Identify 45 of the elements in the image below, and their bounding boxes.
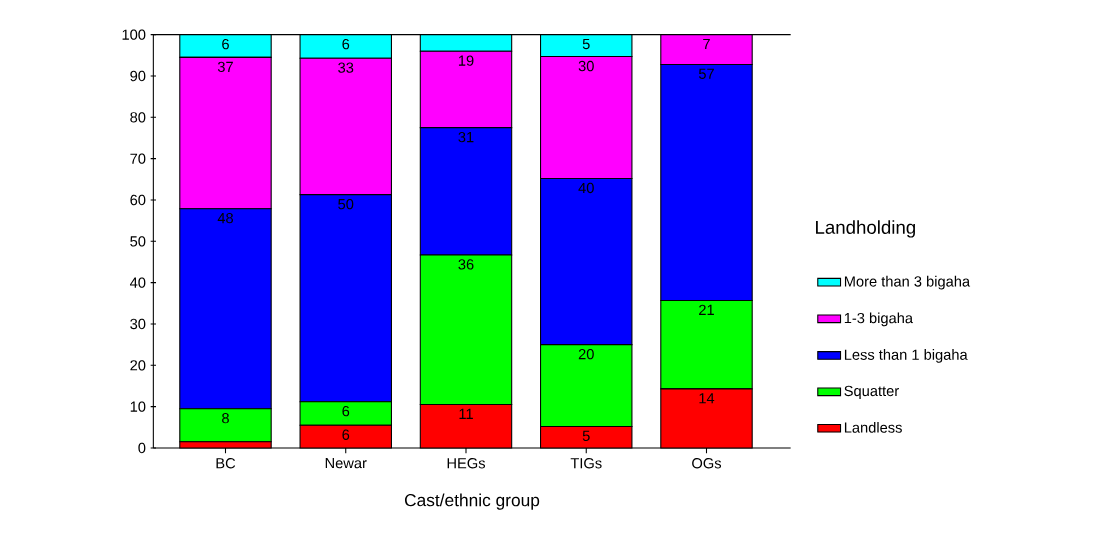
data-label: 36 (458, 259, 474, 270)
legend-label: 1-3 bigaha (844, 312, 914, 327)
data-label: 7 (703, 38, 710, 50)
y-tick-label: 80 (130, 112, 146, 123)
y-tick-label: 10 (130, 401, 146, 412)
x-tick-label: TIGs (570, 458, 602, 469)
y-tick-label: 90 (130, 70, 146, 82)
data-label: 57 (698, 68, 714, 79)
legend-label: Landless (844, 421, 902, 433)
y-tick-label: 20 (130, 360, 146, 371)
data-label: 14 (699, 393, 715, 404)
y-tick-label: 0 (138, 442, 146, 454)
y-tick-label: 70 (130, 153, 146, 164)
y-tick-label: 30 (130, 318, 146, 330)
x-axis-title: Cast/ethnic group (404, 493, 540, 510)
y-tick-label: 40 (129, 277, 146, 288)
x-tick-label: BC (216, 458, 236, 469)
data-label: 21 (699, 304, 714, 315)
x-tick-label: HEGs (447, 458, 486, 469)
x-tick-label: OGs (692, 458, 722, 469)
data-label: 5 (582, 38, 590, 50)
data-label: 5 (582, 430, 590, 441)
data-label: 30 (578, 60, 594, 72)
legend-title: Landholding (816, 220, 915, 238)
data-label: 37 (217, 61, 233, 73)
legend-label: Less than 1 bigaha (844, 349, 968, 363)
data-label: 11 (459, 408, 473, 419)
y-tick-label: 60 (130, 194, 146, 206)
data-label: 40 (578, 182, 594, 194)
data-label: 31 (458, 131, 474, 143)
legend-label: More than 3 bigaha (844, 275, 971, 290)
data-label: 19 (458, 55, 474, 66)
data-label: 20 (578, 348, 594, 360)
data-label: 33 (338, 62, 354, 73)
data-label: 6 (222, 38, 229, 50)
y-tick-label: 100 (122, 29, 146, 40)
data-label: 6 (342, 38, 350, 50)
data-label: 48 (217, 212, 233, 224)
data-label: 6 (342, 405, 350, 417)
x-tick-label: Newar (325, 458, 367, 469)
data-label: 8 (222, 413, 229, 424)
data-label: 6 (342, 429, 350, 440)
legend-label: Squatter (844, 385, 899, 400)
y-tick-label: 50 (130, 236, 146, 247)
data-label: 50 (338, 198, 354, 210)
